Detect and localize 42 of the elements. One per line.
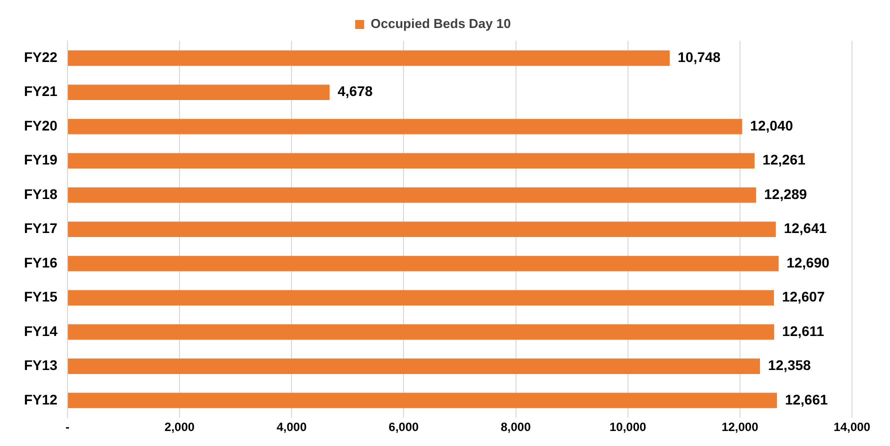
y-tick-label: FY19 bbox=[24, 152, 58, 168]
x-tick-label: 14,000 bbox=[834, 420, 871, 434]
y-tick-label: FY12 bbox=[24, 391, 58, 408]
data-label: 12,611 bbox=[782, 322, 824, 339]
data-label: 12,289 bbox=[764, 186, 808, 202]
data-label: 12,641 bbox=[784, 220, 827, 236]
x-tick-label: 12,000 bbox=[722, 420, 759, 434]
y-tick-label: FY22 bbox=[24, 48, 58, 65]
bar bbox=[68, 50, 670, 66]
y-tick-label: FY13 bbox=[24, 357, 58, 374]
x-tick-label: - bbox=[65, 420, 70, 434]
data-label: 12,607 bbox=[782, 288, 825, 305]
y-tick-label: FY20 bbox=[24, 117, 58, 134]
y-tick-label: FY21 bbox=[24, 83, 58, 100]
bar bbox=[68, 290, 774, 306]
y-tick-label: FY18 bbox=[24, 186, 58, 202]
bar bbox=[68, 324, 774, 340]
bar bbox=[68, 256, 779, 272]
bar bbox=[68, 358, 760, 374]
y-tick-label: FY16 bbox=[24, 254, 58, 270]
data-label: 10,748 bbox=[678, 48, 721, 65]
x-tick-label: 4,000 bbox=[276, 420, 307, 434]
x-tick-label: 10,000 bbox=[609, 420, 647, 434]
bar bbox=[68, 392, 777, 408]
bar bbox=[68, 222, 776, 238]
legend-label: Occupied Beds Day 10 bbox=[370, 16, 511, 32]
data-label: 12,661 bbox=[784, 391, 828, 408]
bar bbox=[68, 84, 330, 100]
x-tick-label: 8,000 bbox=[500, 420, 532, 434]
y-tick-label: FY17 bbox=[24, 220, 58, 236]
x-tick-label: 2,000 bbox=[164, 420, 195, 434]
x-tick-label: 6,000 bbox=[388, 420, 420, 434]
y-tick-label: FY14 bbox=[24, 322, 58, 339]
data-label: 12,690 bbox=[786, 254, 830, 270]
data-label: 12,358 bbox=[768, 357, 812, 374]
data-label: 4,678 bbox=[338, 83, 373, 100]
y-tick-label: FY15 bbox=[24, 288, 58, 305]
bar bbox=[68, 187, 756, 203]
data-label: 12,040 bbox=[750, 117, 794, 134]
bar bbox=[68, 153, 755, 169]
bar bbox=[68, 118, 742, 134]
data-label: 12,261 bbox=[762, 152, 806, 168]
